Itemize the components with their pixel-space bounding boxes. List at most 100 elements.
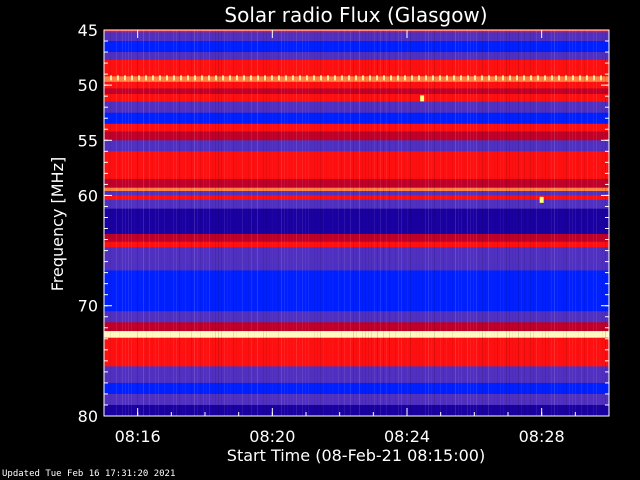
texture-streak bbox=[584, 30, 585, 416]
texture-streak bbox=[317, 30, 318, 416]
texture-streak bbox=[404, 30, 405, 416]
spike-mark bbox=[257, 75, 259, 81]
texture-streak bbox=[383, 30, 384, 416]
plot-frame bbox=[103, 29, 610, 417]
texture-streak bbox=[587, 30, 588, 416]
texture-streak bbox=[341, 30, 342, 416]
texture-streak bbox=[494, 30, 495, 416]
texture-streak bbox=[206, 30, 207, 416]
texture-streak bbox=[299, 30, 300, 416]
texture-streak bbox=[323, 30, 324, 416]
texture-streak bbox=[446, 30, 447, 416]
frequency-band bbox=[104, 131, 609, 141]
texture-streak bbox=[356, 30, 357, 416]
texture-streak bbox=[281, 30, 282, 416]
spike-mark bbox=[397, 75, 399, 81]
texture-streak bbox=[122, 30, 123, 416]
texture-streak bbox=[560, 30, 561, 416]
x-axis: 08:16 08:20 08:24 08:28 bbox=[103, 30, 610, 446]
texture-streak bbox=[398, 30, 399, 416]
spike-mark bbox=[516, 75, 518, 81]
frequency-band bbox=[104, 281, 609, 296]
spike-mark bbox=[481, 75, 483, 81]
frequency-band bbox=[104, 191, 609, 196]
texture-streak bbox=[110, 30, 111, 416]
texture-streak bbox=[566, 30, 567, 416]
texture-streak bbox=[497, 30, 498, 416]
texture-streak bbox=[536, 30, 537, 416]
spike-mark bbox=[215, 75, 217, 81]
spike-mark bbox=[180, 75, 182, 81]
spike-mark bbox=[495, 75, 497, 81]
y-tick-label: 70 bbox=[78, 297, 98, 316]
texture-streak bbox=[521, 30, 522, 416]
spike-mark bbox=[327, 75, 329, 81]
spike-mark bbox=[593, 75, 595, 81]
texture-streak bbox=[374, 30, 375, 416]
texture-streak bbox=[185, 30, 186, 416]
texture-streak bbox=[500, 30, 501, 416]
spike-mark bbox=[390, 75, 392, 81]
spike-mark bbox=[376, 75, 378, 81]
spike-mark bbox=[439, 75, 441, 81]
texture-streak bbox=[581, 30, 582, 416]
texture-streak bbox=[191, 30, 192, 416]
texture-streak bbox=[269, 30, 270, 416]
frequency-band bbox=[104, 234, 609, 243]
updated-timestamp: Updated Tue Feb 16 17:31:20 2021 bbox=[2, 469, 176, 479]
texture-streak bbox=[380, 30, 381, 416]
texture-streak bbox=[401, 30, 402, 416]
spike-mark bbox=[411, 75, 413, 81]
texture-streak bbox=[260, 30, 261, 416]
spike-mark bbox=[586, 75, 588, 81]
y-tick-label: 55 bbox=[78, 131, 98, 150]
spike-mark bbox=[166, 75, 168, 81]
texture-streak bbox=[302, 30, 303, 416]
texture-streak bbox=[548, 30, 549, 416]
texture-streak bbox=[362, 30, 363, 416]
chart-title: Solar radio Flux (Glasgow) bbox=[224, 3, 487, 27]
texture-streak bbox=[107, 30, 108, 416]
texture-streak bbox=[251, 30, 252, 416]
hot-spot bbox=[539, 196, 544, 203]
texture-streak bbox=[413, 30, 414, 416]
texture-streak bbox=[338, 30, 339, 416]
texture-streak bbox=[593, 30, 594, 416]
texture-streak bbox=[233, 30, 234, 416]
texture-streak bbox=[131, 30, 132, 416]
y-axis-label: Frequency [MHz] bbox=[48, 157, 67, 291]
spike-mark bbox=[537, 75, 539, 81]
spike-mark bbox=[145, 75, 147, 81]
texture-streak bbox=[605, 30, 606, 416]
texture-streak bbox=[308, 30, 309, 416]
texture-streak bbox=[602, 30, 603, 416]
texture-streak bbox=[449, 30, 450, 416]
y-axis: 45 50 55 60 70 80 bbox=[78, 21, 609, 426]
texture-streak bbox=[563, 30, 564, 416]
texture-streak bbox=[476, 30, 477, 416]
texture-streak bbox=[170, 30, 171, 416]
frequency-bands bbox=[104, 30, 609, 417]
texture-streak bbox=[143, 30, 144, 416]
spike-mark bbox=[502, 75, 504, 81]
frequency-band bbox=[104, 337, 609, 367]
texture-streak bbox=[188, 30, 189, 416]
spike-mark bbox=[243, 75, 245, 81]
texture-streak bbox=[518, 30, 519, 416]
texture-streak bbox=[371, 30, 372, 416]
texture-streak bbox=[230, 30, 231, 416]
texture-streak bbox=[146, 30, 147, 416]
texture-streak bbox=[275, 30, 276, 416]
frequency-band bbox=[104, 41, 609, 53]
texture-streak bbox=[152, 30, 153, 416]
spike-mark bbox=[572, 75, 574, 81]
frequency-band bbox=[104, 294, 609, 312]
spike-mark bbox=[320, 75, 322, 81]
texture-streak bbox=[167, 30, 168, 416]
texture-streak bbox=[515, 30, 516, 416]
spike-mark bbox=[453, 75, 455, 81]
texture-streak bbox=[158, 30, 159, 416]
frequency-band bbox=[104, 331, 609, 339]
frequency-band bbox=[104, 59, 609, 77]
spike-mark bbox=[208, 75, 210, 81]
